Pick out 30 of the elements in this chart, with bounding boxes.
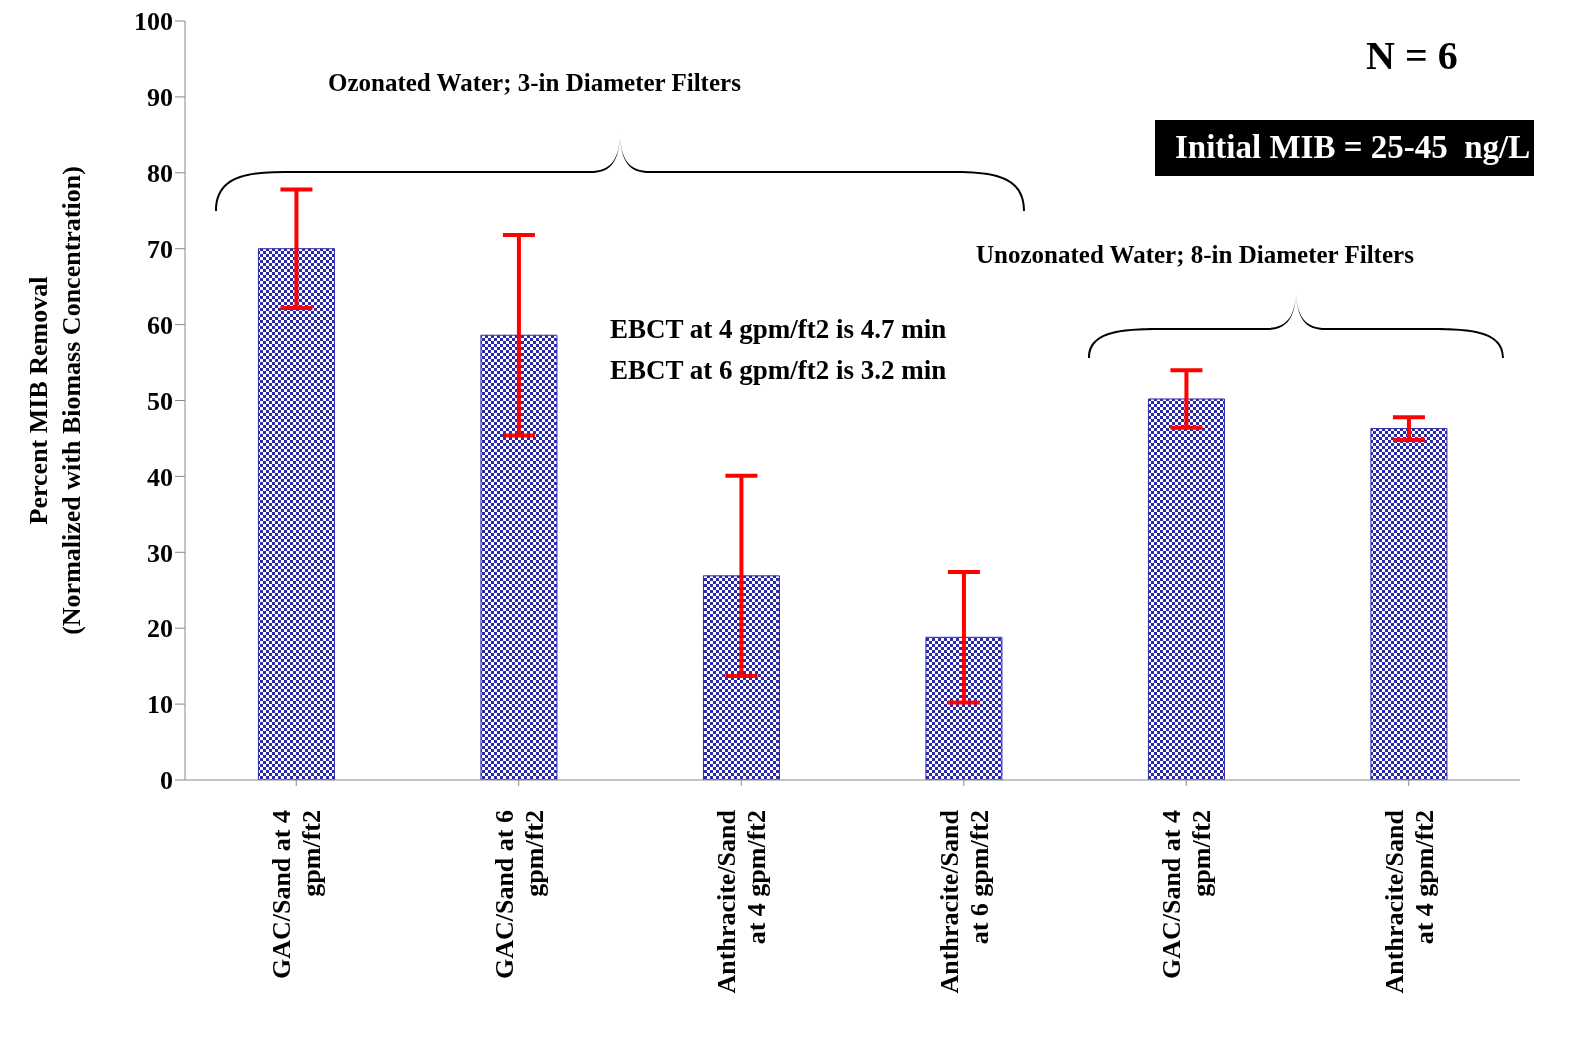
y-tick-label: 20	[147, 614, 173, 644]
x-tick-label: Anthracite/Sand at 6 gpm/ft2	[934, 809, 994, 994]
y-tick-label: 40	[147, 462, 173, 492]
bar	[480, 334, 558, 780]
annotation: Ozonated Water; 3-in Diameter Filters	[328, 68, 741, 98]
annotation: Unozonated Water; 8-in Diameter Filters	[976, 240, 1414, 270]
bar	[702, 575, 780, 780]
x-tick-label: GAC/Sand at 6 gpm/ft2	[489, 810, 549, 980]
y-tick-label: 50	[147, 386, 173, 416]
x-tick-label: Anthracite/Sand at 4 gpm/ft2	[1379, 809, 1439, 994]
y-tick-label: 30	[147, 538, 173, 568]
y-tick-label: 90	[147, 83, 173, 113]
y-axis-title: Percent MIB Removal (Normalized with Biomass Concentration)	[24, 166, 86, 635]
bar	[1370, 428, 1448, 780]
x-tick-label: Anthracite/Sand at 4 gpm/ft2	[712, 809, 772, 994]
y-tick-label: 60	[147, 310, 173, 340]
bar	[925, 636, 1003, 780]
y-tick-label: 70	[147, 234, 173, 264]
bar	[257, 248, 335, 780]
x-tick-label: GAC/Sand at 4 gpm/ft2	[267, 810, 327, 980]
annotation: EBCT at 4 gpm/ft2 is 4.7 min	[610, 313, 947, 346]
y-tick-label: 100	[134, 7, 173, 37]
y-tick-label: 0	[160, 766, 173, 796]
x-tick-label: GAC/Sand at 4 gpm/ft2	[1157, 810, 1217, 980]
y-tick-label: 80	[147, 159, 173, 189]
annotation: EBCT at 6 gpm/ft2 is 3.2 min	[610, 354, 947, 387]
annotation: N = 6	[1366, 32, 1458, 80]
bar	[1147, 398, 1225, 780]
y-tick-label: 10	[147, 690, 173, 720]
annotation: Initial MIB = 25-45 ng/L	[1155, 120, 1535, 176]
